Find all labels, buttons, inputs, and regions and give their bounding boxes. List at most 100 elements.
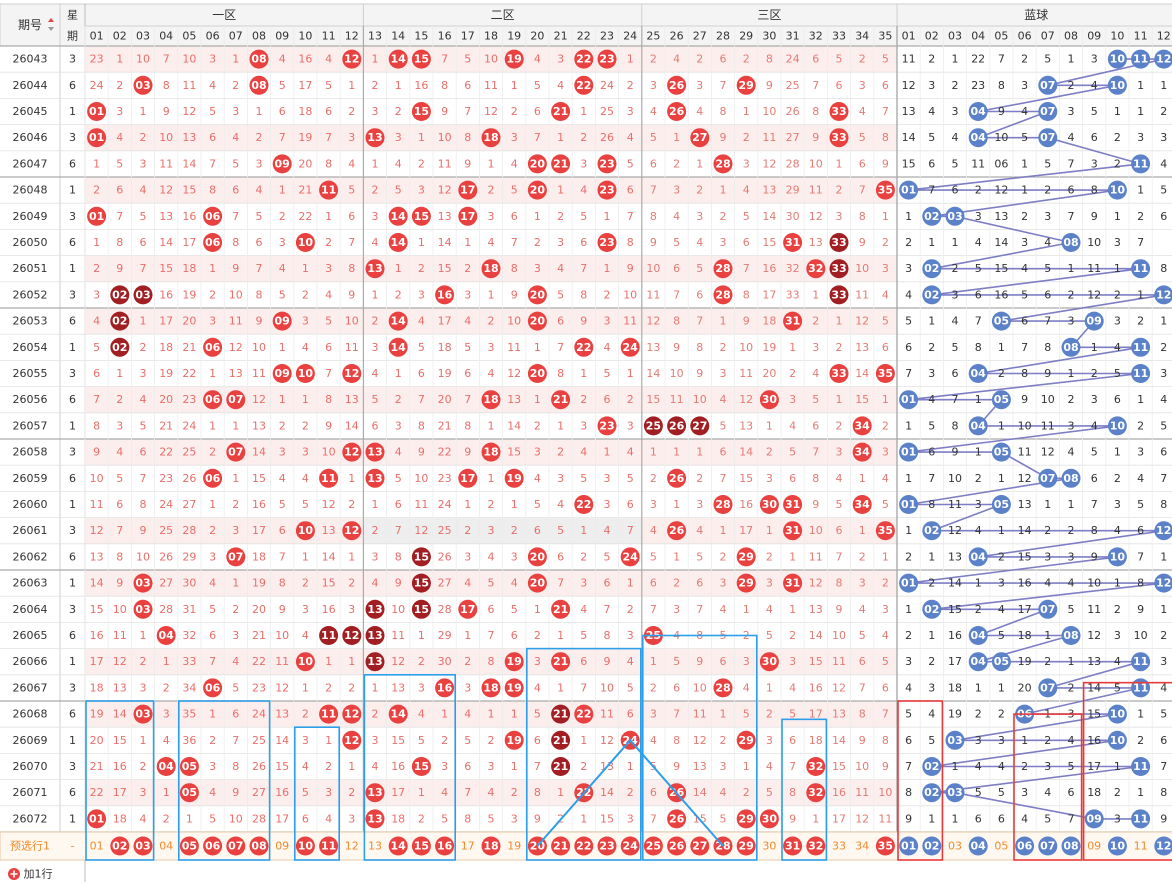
preselect-red-ball[interactable] [481, 836, 501, 856]
selection-box-blue [525, 647, 642, 861]
blue-miss-count: 4 [998, 603, 1005, 616]
red-ball-number: 01 [89, 131, 104, 144]
preselect-blue-ball[interactable] [1107, 836, 1127, 856]
preselect-red-ball[interactable] [179, 836, 199, 856]
preselect-red-ball[interactable] [226, 836, 246, 856]
red-miss-count: 6 [604, 393, 611, 406]
red-miss-count: 4 [580, 603, 587, 616]
red-miss-count: 16 [762, 262, 776, 275]
preselect-blue-ball[interactable] [1015, 836, 1035, 856]
blue-miss-count: 1 [1044, 629, 1051, 642]
red-miss-count: 7 [580, 681, 587, 694]
preselect-red-ball[interactable] [736, 836, 756, 856]
preselect-red-ball[interactable] [411, 836, 431, 856]
red-miss-count: 21 [298, 184, 312, 197]
red-miss-count: 6 [511, 629, 518, 642]
preselect-blue-ball[interactable] [1038, 836, 1058, 856]
blue-miss-count: 2 [1114, 603, 1121, 616]
preselect-red-ball[interactable] [295, 836, 315, 856]
red-ball-number: 12 [344, 524, 359, 537]
preselect-red-ball[interactable] [597, 836, 617, 856]
red-miss-count: 10 [878, 786, 892, 799]
red-ball [388, 337, 408, 357]
add-row-button[interactable]: 加1行 [24, 868, 53, 881]
blue-miss-count: 5 [1044, 812, 1051, 825]
preselect-red-ball[interactable] [690, 836, 710, 856]
blue-ball [968, 364, 988, 383]
blue-miss-count: 1 [1137, 708, 1144, 721]
preselect-red-ball[interactable] [620, 836, 640, 856]
red-miss-count: 13 [182, 131, 196, 144]
red-miss-count: 3 [372, 550, 379, 563]
red-miss-count: 18 [252, 550, 266, 563]
period-cell: 26045 [13, 105, 48, 118]
red-ball-number: 33 [831, 105, 846, 118]
preselect-red-ball[interactable] [249, 836, 269, 856]
preselect-label: 预选行1 [10, 840, 50, 853]
preselect-red-ball[interactable] [806, 836, 826, 856]
red-miss-count: 1 [279, 393, 286, 406]
red-miss-count: 7 [604, 603, 611, 616]
red-ball [759, 809, 779, 829]
blue-ball [991, 311, 1011, 331]
red-miss-count: 4 [650, 734, 657, 747]
period-cell: 26053 [13, 315, 48, 328]
preselect-red-number: 06 [205, 840, 221, 853]
red-miss-count: 6 [209, 131, 216, 144]
red-miss-count: 14 [646, 367, 660, 380]
preselect-red-number: 25 [646, 840, 661, 853]
red-miss-count: 5 [140, 210, 147, 223]
blue-ball [945, 783, 965, 803]
red-ball [620, 547, 640, 567]
preselect-red-ball[interactable] [435, 836, 455, 856]
preselect-blue-number: 08 [1063, 840, 1078, 853]
preselect-red-ball[interactable] [667, 836, 687, 856]
preselect-red-ball[interactable] [875, 836, 895, 856]
sort-down-icon[interactable] [48, 27, 54, 31]
header-background [0, 3, 1172, 47]
red-miss-count: 10 [855, 760, 869, 773]
red-miss-count: 7 [511, 236, 518, 249]
red-ball [574, 704, 594, 724]
red-miss-count: 1 [882, 550, 889, 563]
red-miss-count: 9 [604, 655, 611, 668]
preselect-blue-ball[interactable] [1154, 836, 1172, 856]
blue-ball [991, 390, 1011, 410]
preselect-red-ball[interactable] [551, 836, 571, 856]
red-miss-count: 15 [739, 472, 753, 485]
preselect-red-ball[interactable] [388, 836, 408, 856]
preselect-red-ball[interactable] [783, 836, 803, 856]
blue-miss-count: 14 [1018, 524, 1032, 537]
red-ball [156, 757, 176, 776]
preselect-blue-ball[interactable] [899, 836, 919, 856]
preselect-red-option: 30 [762, 840, 776, 853]
red-ball [759, 390, 779, 410]
preselect-red-ball[interactable] [133, 836, 153, 856]
red-miss-count: 3 [766, 472, 773, 485]
blue-miss-count: 4 [975, 524, 982, 537]
preselect-blue-ball[interactable] [1061, 836, 1081, 856]
blue-ball [968, 626, 988, 645]
period-cell: 26056 [13, 393, 48, 406]
preselect-red-ball[interactable] [574, 836, 594, 856]
red-ball-number: 13 [367, 655, 382, 668]
weekday-cell: 3 [69, 681, 76, 694]
preselect-blue-ball[interactable] [922, 836, 942, 856]
red-miss-count: 10 [229, 288, 243, 301]
red-miss-count: 5 [116, 472, 123, 485]
preselect-red-ball[interactable] [643, 836, 663, 856]
red-miss-count: 3 [163, 708, 170, 721]
red-miss-count: 32 [786, 262, 800, 275]
red-miss-count: 1 [209, 498, 216, 511]
preselect-red-ball[interactable] [319, 836, 339, 856]
preselect-red-ball[interactable] [110, 836, 130, 856]
red-ball [87, 102, 107, 121]
preselect-blue-ball[interactable] [968, 836, 988, 856]
red-miss-count: 12 [762, 157, 776, 170]
sort-up-icon[interactable] [48, 18, 54, 22]
red-miss-count: 1 [627, 577, 634, 590]
red-ball [388, 206, 408, 226]
red-miss-count: 22 [438, 446, 452, 459]
preselect-red-ball[interactable] [203, 836, 223, 856]
